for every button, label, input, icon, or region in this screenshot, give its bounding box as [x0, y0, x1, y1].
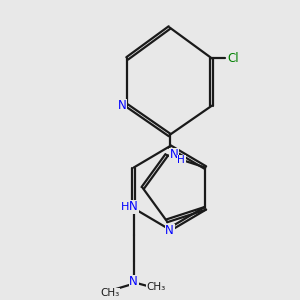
- Text: H: H: [177, 155, 185, 165]
- Text: Cl: Cl: [227, 52, 239, 65]
- Text: N: N: [129, 275, 138, 288]
- Text: CH₃: CH₃: [147, 283, 166, 292]
- Text: N: N: [129, 200, 138, 213]
- Text: N: N: [118, 99, 126, 112]
- Text: N: N: [165, 224, 174, 237]
- Text: CH₃: CH₃: [100, 288, 120, 298]
- Text: H: H: [121, 202, 130, 212]
- Text: N: N: [169, 148, 178, 161]
